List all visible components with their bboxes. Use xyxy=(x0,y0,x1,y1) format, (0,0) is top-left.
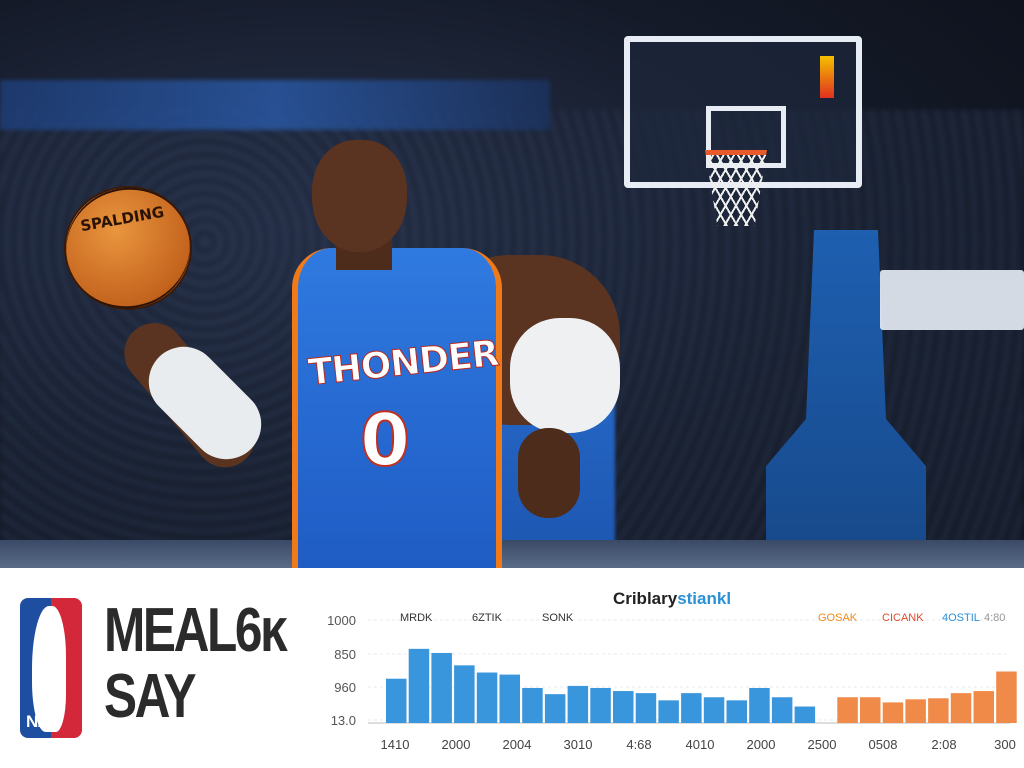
bar xyxy=(590,687,611,723)
bar xyxy=(522,687,543,723)
legend-label: CICANK xyxy=(882,612,924,624)
bar xyxy=(703,697,725,723)
player-hand xyxy=(518,428,580,518)
bar xyxy=(794,706,816,723)
x-tick-label: 1410 xyxy=(381,737,410,752)
brand-title: MEAL6ĸ SAY xyxy=(104,596,288,731)
bar xyxy=(771,697,793,723)
x-tick-label: 4:68 xyxy=(626,737,651,752)
chart-title-2: stiankl xyxy=(677,589,731,608)
bar xyxy=(882,702,904,723)
y-tick-label: 1000 xyxy=(327,613,356,628)
arena-banner xyxy=(0,80,550,130)
x-tick-label: 4010 xyxy=(686,737,715,752)
y-tick-label: 850 xyxy=(334,647,356,662)
arena-sign xyxy=(880,270,1024,330)
bar xyxy=(681,693,702,723)
arena-photo: THONDER 0 SPALDING xyxy=(0,0,1024,568)
bar xyxy=(928,698,949,723)
x-tick-label: 0508 xyxy=(869,737,898,752)
legend-label: 4:80 xyxy=(984,612,1005,624)
bar xyxy=(996,671,1017,723)
bar xyxy=(499,674,520,723)
bar xyxy=(860,697,881,723)
bar xyxy=(431,652,452,723)
y-tick-label: 960 xyxy=(334,680,356,695)
bar xyxy=(544,694,566,723)
bar xyxy=(408,648,430,723)
bar xyxy=(635,693,657,723)
bar xyxy=(386,678,407,723)
x-tick-label: 2004 xyxy=(503,737,532,752)
x-tick-label: 300 xyxy=(994,737,1016,752)
chart-title-1: Criblary xyxy=(613,589,678,608)
legend-label: MRDK xyxy=(400,612,433,624)
chart-title: Criblarystiankl xyxy=(613,589,731,608)
brand-title-line2: SAY xyxy=(104,662,197,731)
logo-text: NBA xyxy=(26,712,61,731)
x-tick-label: 3010 xyxy=(564,737,593,752)
legend-label: GOSAK xyxy=(818,612,858,624)
bar xyxy=(950,693,972,723)
shot-clock xyxy=(820,56,834,98)
x-tick-label: 2000 xyxy=(747,737,776,752)
legend-label: 4OSTIL xyxy=(942,612,980,624)
bar xyxy=(749,687,770,723)
jersey-text: THONDER xyxy=(306,333,501,395)
bar xyxy=(476,672,498,723)
nba-logo: NBA xyxy=(20,598,82,738)
bar xyxy=(837,697,858,723)
bar xyxy=(613,691,634,723)
bar xyxy=(658,700,679,723)
player-head xyxy=(312,140,407,252)
jersey-number: 0 xyxy=(359,397,411,483)
bar xyxy=(973,691,994,723)
logo-silhouette xyxy=(32,606,66,732)
bar xyxy=(726,700,747,723)
legend-label: SONK xyxy=(542,612,574,624)
court-floor xyxy=(0,540,1024,568)
x-tick-label: 2:08 xyxy=(931,737,956,752)
bar xyxy=(905,699,926,723)
y-tick-label: 13.0 xyxy=(331,713,356,728)
brand-title-line1: MEAL6ĸ xyxy=(104,596,288,665)
info-panel xyxy=(0,568,1024,768)
bar xyxy=(454,665,475,723)
bar-chart: Criblarystiankl 1000 850 960 13.0 MRDK 6ZTIK SO… xyxy=(327,589,1017,752)
legend-label: 6ZTIK xyxy=(472,612,503,624)
x-tick-label: 2500 xyxy=(808,737,837,752)
bar xyxy=(567,685,589,723)
arm-sleeve-right xyxy=(510,318,620,433)
basketball: SPALDING xyxy=(52,173,204,323)
player-jersey: THONDER 0 xyxy=(292,248,502,568)
x-tick-label: 2000 xyxy=(442,737,471,752)
